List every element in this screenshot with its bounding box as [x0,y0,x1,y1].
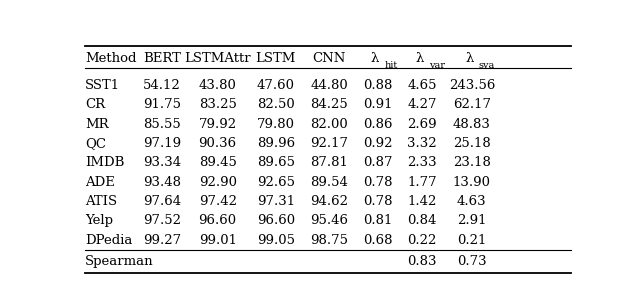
Text: 44.80: 44.80 [310,79,348,92]
Text: SST1: SST1 [85,79,120,92]
Text: LSTM: LSTM [256,52,296,64]
Text: 79.92: 79.92 [198,118,237,130]
Text: 97.64: 97.64 [143,195,181,208]
Text: LSTMAttr: LSTMAttr [184,52,251,64]
Text: 99.01: 99.01 [198,234,237,247]
Text: 48.83: 48.83 [453,118,491,130]
Text: 95.46: 95.46 [310,215,348,227]
Text: 3.32: 3.32 [408,137,437,150]
Text: 82.50: 82.50 [257,98,295,111]
Text: 2.33: 2.33 [408,156,437,169]
Text: 93.48: 93.48 [143,176,181,189]
Text: 89.54: 89.54 [310,176,348,189]
Text: var: var [429,61,445,70]
Text: 97.42: 97.42 [198,195,237,208]
Text: 97.52: 97.52 [143,215,181,227]
Text: 89.65: 89.65 [257,156,295,169]
Text: 4.27: 4.27 [408,98,437,111]
Text: 43.80: 43.80 [198,79,237,92]
Text: 91.75: 91.75 [143,98,181,111]
Text: BERT: BERT [143,52,180,64]
Text: 47.60: 47.60 [257,79,295,92]
Text: 89.96: 89.96 [257,137,295,150]
Text: λ: λ [415,52,424,64]
Text: 97.31: 97.31 [257,195,295,208]
Text: 0.68: 0.68 [363,234,392,247]
Text: 0.91: 0.91 [363,98,392,111]
Text: ATIS: ATIS [85,195,117,208]
Text: 99.05: 99.05 [257,234,295,247]
Text: 62.17: 62.17 [453,98,491,111]
Text: 2.69: 2.69 [408,118,437,130]
Text: 98.75: 98.75 [310,234,348,247]
Text: 2.91: 2.91 [457,215,486,227]
Text: sva: sva [479,61,495,70]
Text: 0.84: 0.84 [408,215,437,227]
Text: 0.21: 0.21 [457,234,486,247]
Text: 0.88: 0.88 [363,79,392,92]
Text: 0.81: 0.81 [363,215,392,227]
Text: IMDB: IMDB [85,156,124,169]
Text: 4.65: 4.65 [408,79,437,92]
Text: 0.22: 0.22 [408,234,437,247]
Text: 92.17: 92.17 [310,137,348,150]
Text: 4.63: 4.63 [457,195,486,208]
Text: 0.92: 0.92 [363,137,392,150]
Text: 92.65: 92.65 [257,176,295,189]
Text: λ: λ [465,52,474,64]
Text: 83.25: 83.25 [198,98,237,111]
Text: 89.45: 89.45 [198,156,237,169]
Text: 1.42: 1.42 [408,195,437,208]
Text: 243.56: 243.56 [449,79,495,92]
Text: 97.19: 97.19 [143,137,181,150]
Text: 1.77: 1.77 [408,176,437,189]
Text: Yelp: Yelp [85,215,113,227]
Text: Method: Method [85,52,136,64]
Text: 87.81: 87.81 [310,156,348,169]
Text: CR: CR [85,98,105,111]
Text: 25.18: 25.18 [453,137,491,150]
Text: 92.90: 92.90 [198,176,237,189]
Text: 0.78: 0.78 [363,195,392,208]
Text: 79.80: 79.80 [257,118,295,130]
Text: hit: hit [385,61,398,70]
Text: 13.90: 13.90 [453,176,491,189]
Text: MR: MR [85,118,109,130]
Text: 85.55: 85.55 [143,118,180,130]
Text: 93.34: 93.34 [143,156,181,169]
Text: 94.62: 94.62 [310,195,348,208]
Text: 0.87: 0.87 [363,156,392,169]
Text: ADE: ADE [85,176,115,189]
Text: QC: QC [85,137,106,150]
Text: 96.60: 96.60 [257,215,295,227]
Text: 99.27: 99.27 [143,234,181,247]
Text: 0.78: 0.78 [363,176,392,189]
Text: λ: λ [371,52,380,64]
Text: DPedia: DPedia [85,234,132,247]
Text: 0.73: 0.73 [457,255,486,268]
Text: 82.00: 82.00 [310,118,348,130]
Text: 0.86: 0.86 [363,118,392,130]
Text: 84.25: 84.25 [310,98,348,111]
Text: 0.83: 0.83 [408,255,437,268]
Text: CNN: CNN [312,52,346,64]
Text: 23.18: 23.18 [453,156,491,169]
Text: Spearman: Spearman [85,255,154,268]
Text: 96.60: 96.60 [198,215,237,227]
Text: 54.12: 54.12 [143,79,180,92]
Text: 90.36: 90.36 [198,137,237,150]
